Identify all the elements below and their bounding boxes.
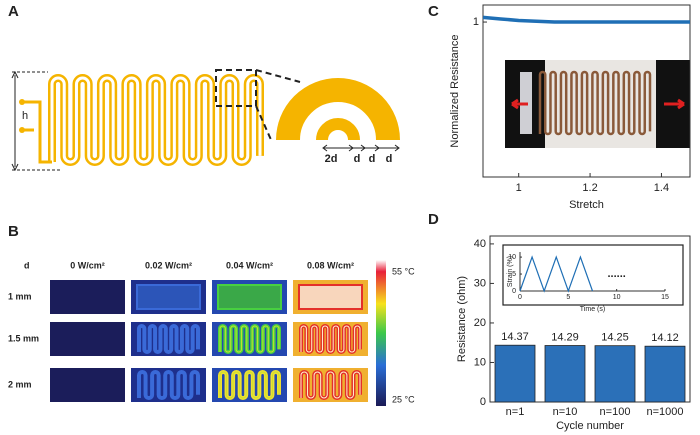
value-label: 14.12 <box>651 332 679 344</box>
x-tick-label: 0 <box>518 294 522 301</box>
stretch-arrow <box>511 98 528 110</box>
thermal-core <box>300 371 361 399</box>
thermal-core <box>219 371 280 399</box>
bar <box>644 345 686 403</box>
thermal-trace <box>137 324 200 354</box>
x-tick-label: n=1 <box>506 406 525 418</box>
dim-label: d <box>386 153 393 165</box>
thermal-trace <box>217 284 282 310</box>
charts: 1 Normalized Resistance Stretch 1 1.2 1.4 0 10 2… <box>449 4 691 432</box>
y-tick-label: 0 <box>512 288 516 295</box>
panel-label: A <box>8 3 19 20</box>
thermal-trace <box>137 370 200 400</box>
dim-label: 2d <box>325 153 338 165</box>
row-header: d <box>24 260 30 270</box>
heat-map-grid: d 55 °C 25 °C 0 W/cm² 0.02 W/cm² 0.04 W/cm… <box>8 260 415 406</box>
terminal <box>19 99 25 105</box>
value-label: 14.37 <box>501 331 529 343</box>
thermal-image <box>50 280 125 314</box>
y-tick-label: 10 <box>508 254 516 261</box>
thermal-core <box>300 325 361 353</box>
dim-label: h <box>22 110 28 122</box>
bar <box>544 345 586 403</box>
colorbar <box>376 260 386 406</box>
thermal-trace <box>298 284 363 310</box>
y-tick-label: 20 <box>474 317 486 329</box>
x-tick-label: 1.2 <box>582 182 597 194</box>
x-axis-label: Cycle number <box>556 420 624 432</box>
x-tick-label: n=1000 <box>646 406 683 418</box>
photo-inset <box>505 60 690 148</box>
photo-serpentine <box>538 70 652 136</box>
thermal-image <box>50 368 125 402</box>
x-tick-label: 10 <box>613 294 621 301</box>
dim-label: d <box>354 153 361 165</box>
plot-frame <box>489 235 691 403</box>
column-header: 0.08 W/cm² <box>307 260 354 270</box>
y-tick-label: 5 <box>512 271 516 278</box>
thermal-trace <box>136 284 201 310</box>
zoom-box <box>215 69 257 107</box>
value-label: 14.29 <box>551 331 579 343</box>
y-tick-label: 40 <box>474 238 486 250</box>
lead <box>22 100 52 164</box>
y-tick-label: 10 <box>474 356 486 368</box>
panel-label: D <box>428 211 439 228</box>
line <box>482 15 690 24</box>
row-header: 1.5 mm <box>8 333 39 343</box>
bar <box>594 345 636 403</box>
x-tick-label: 1.4 <box>654 182 669 194</box>
panel-label: C <box>428 3 439 20</box>
value-label: 14.25 <box>601 332 629 344</box>
serpentine-diagram: h 2d d d d <box>11 69 400 172</box>
arrow-head <box>11 70 19 172</box>
y-axis-label: Resistance (ohm) <box>456 276 468 362</box>
inset-frame <box>502 244 684 306</box>
arc-inner <box>316 118 360 141</box>
colorbar-label: 25 °C <box>392 394 415 404</box>
line <box>519 255 594 293</box>
thermal-image <box>50 322 125 356</box>
column-header: 0.02 W/cm² <box>145 260 192 270</box>
annotation: ...... <box>607 268 625 280</box>
column-header: 0 W/cm² <box>70 260 105 270</box>
x-tick-label: 5 <box>566 294 570 301</box>
arrow-head <box>322 144 400 152</box>
y-axis-label: Strain (%) <box>507 256 514 287</box>
x-tick-label: n=10 <box>553 406 578 418</box>
y-tick-label: 0 <box>480 396 486 408</box>
zoom-line <box>255 69 301 83</box>
x-tick-label: n=100 <box>600 406 631 418</box>
panel-label: B <box>8 223 19 240</box>
y-axis-label: Normalized Resistance <box>449 34 461 147</box>
column-header: 0.04 W/cm² <box>226 260 273 270</box>
x-axis-label: Time (s) <box>580 306 605 313</box>
thermal-core <box>219 325 280 353</box>
row-header: 1 mm <box>8 291 32 301</box>
y-tick-label: 1 <box>473 16 479 28</box>
colorbar-label: 55 °C <box>392 266 415 276</box>
x-tick-label: 1 <box>516 182 522 194</box>
dim-label: d <box>369 153 376 165</box>
y-tick-label: 30 <box>474 277 486 289</box>
row-header: 2 mm <box>8 379 32 389</box>
stretch-arrow <box>664 98 685 110</box>
plot-frame <box>482 4 691 178</box>
bar <box>494 344 536 403</box>
serpentine-inner <box>50 76 262 164</box>
serpentine <box>48 74 264 166</box>
arc-outer <box>276 78 400 141</box>
terminal <box>19 127 25 133</box>
x-tick-label: 15 <box>661 294 669 301</box>
zoom-line <box>255 105 273 143</box>
x-axis-label: Stretch <box>569 199 604 211</box>
